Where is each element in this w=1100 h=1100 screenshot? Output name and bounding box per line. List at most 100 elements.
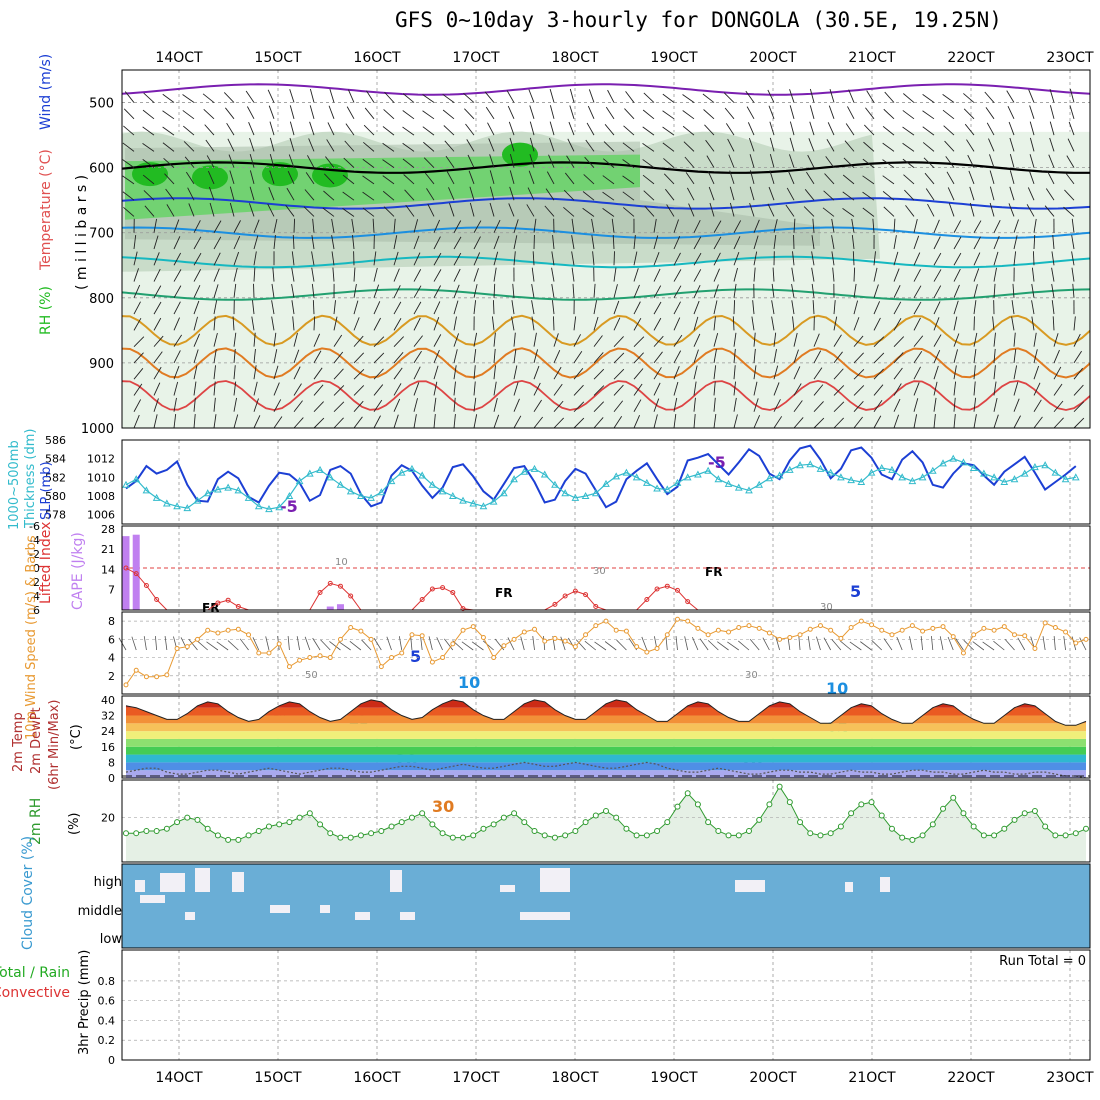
wind-barb — [331, 251, 335, 266]
wind-barb — [862, 158, 875, 168]
rh2m-point — [1001, 825, 1008, 832]
wind-barb — [313, 350, 322, 364]
wind-barb — [549, 121, 555, 136]
lifted-index-point — [552, 601, 558, 607]
wind-barb — [753, 398, 759, 412]
wind-barb — [509, 170, 515, 185]
wind-barb — [233, 381, 237, 396]
wind-barb — [426, 188, 435, 201]
wind10-point — [143, 674, 149, 680]
wind10-point — [879, 627, 885, 633]
wind-barb — [413, 285, 422, 299]
wind-barb — [1026, 204, 1035, 217]
thickness-point — [724, 479, 733, 487]
wind10-point — [1073, 640, 1079, 646]
wind-barb — [373, 415, 381, 429]
wind-barb — [612, 234, 615, 250]
wind10-barb — [312, 637, 321, 651]
wind-barb — [771, 283, 775, 298]
wind-barb — [826, 139, 835, 152]
wind-barb — [413, 301, 422, 315]
wind-barb — [485, 106, 495, 120]
wind10-point — [419, 633, 425, 639]
wind-barb — [833, 316, 838, 331]
wind-barb — [713, 268, 720, 282]
wind10-point — [766, 630, 772, 636]
wind-barb — [402, 93, 415, 103]
wind-barb — [488, 138, 495, 152]
thickness-point — [479, 502, 488, 510]
temp-tick-label: 0 — [108, 772, 115, 785]
wind-barb — [292, 316, 295, 331]
wind-barb — [309, 105, 315, 119]
thickness-point — [173, 502, 181, 510]
lifted-index-point — [429, 586, 435, 592]
rh2m-point — [919, 832, 926, 839]
wind-barb — [653, 285, 662, 299]
wind10-barb — [584, 640, 597, 651]
wind10-barb — [575, 639, 586, 651]
wind10-barb — [216, 641, 229, 651]
wind-barb — [1008, 121, 1015, 136]
wind-barb — [329, 89, 335, 103]
wind-barb — [605, 106, 615, 120]
wind-barb — [833, 300, 836, 315]
rh2m-point — [745, 827, 752, 834]
rh2m-unit-label: (%) — [67, 813, 82, 836]
wind-barb — [202, 93, 215, 103]
wind-barb — [993, 235, 1000, 250]
wind-barb — [271, 300, 275, 315]
wind-barb — [193, 349, 199, 364]
rh2m-point — [776, 783, 783, 790]
wind-barb — [733, 397, 737, 412]
rh2m-point — [827, 830, 834, 837]
temp-band — [126, 738, 1086, 747]
wind10-point — [940, 624, 946, 630]
wind-barb — [673, 366, 680, 380]
wind-barb — [453, 381, 456, 396]
wind10-barb — [604, 641, 617, 651]
wind-barb — [882, 191, 895, 201]
wind-barb — [633, 399, 642, 412]
wind10-barb — [532, 636, 535, 651]
wind10-barb — [1042, 636, 1046, 651]
wind-barb — [347, 89, 355, 103]
thickness-point — [387, 477, 396, 485]
wind-barb — [142, 158, 155, 168]
wind-barb — [882, 175, 895, 185]
wind-barb — [913, 285, 922, 299]
wind10-barb — [871, 640, 883, 651]
temp-tick-label: 16 — [101, 741, 115, 754]
wind-barb — [824, 173, 835, 185]
thickness-tick-label: 578 — [45, 509, 66, 522]
panel-border — [121, 949, 1091, 1061]
wind-barb — [713, 381, 716, 396]
wind10-point — [501, 643, 507, 649]
wind-barb — [1053, 349, 1060, 364]
cloud-patch — [185, 912, 195, 920]
wind10-point — [572, 644, 578, 650]
wind-barb — [453, 333, 460, 347]
rh2m-point — [756, 816, 763, 823]
wind-barb — [953, 284, 960, 298]
wind-barb — [693, 365, 698, 380]
wind10-barb — [775, 636, 781, 651]
thickness-point — [877, 463, 886, 471]
thickness-point — [428, 480, 437, 488]
thickness-point — [663, 485, 672, 493]
wind-barb — [745, 90, 755, 103]
wind-barb — [749, 203, 755, 217]
cape-tick-label: 28 — [101, 523, 115, 536]
wind-barb — [553, 417, 565, 429]
wind-barb — [373, 399, 383, 412]
wind10-barb — [727, 641, 739, 651]
wind-barb — [193, 414, 196, 429]
wind-barb — [433, 252, 442, 266]
cloud-patch — [520, 912, 570, 920]
cape-tick-label: 14 — [101, 563, 115, 576]
precip-tick-label: 0.8 — [98, 975, 116, 988]
thickness-point — [867, 468, 876, 476]
rh2m-tick-label: 20 — [101, 812, 115, 825]
wind10-barb — [349, 641, 362, 651]
wind-barb — [382, 126, 395, 136]
